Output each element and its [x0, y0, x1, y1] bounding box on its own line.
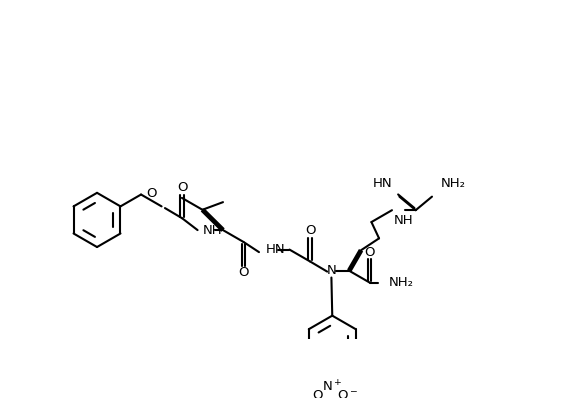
Text: NH: NH — [393, 214, 413, 226]
Text: HN: HN — [373, 177, 393, 190]
Text: NH: NH — [203, 224, 222, 236]
Text: O: O — [305, 224, 315, 238]
Text: NH₂: NH₂ — [441, 177, 466, 190]
Text: O: O — [177, 181, 187, 194]
Text: N$^+$: N$^+$ — [322, 379, 343, 394]
Text: O: O — [146, 187, 157, 200]
Text: O: O — [364, 246, 375, 259]
Text: O$^-$: O$^-$ — [337, 389, 358, 398]
Text: O: O — [238, 266, 249, 279]
Text: O: O — [312, 389, 322, 398]
Text: N: N — [327, 264, 336, 277]
Text: HN: HN — [266, 243, 285, 256]
Text: NH₂: NH₂ — [388, 276, 413, 289]
